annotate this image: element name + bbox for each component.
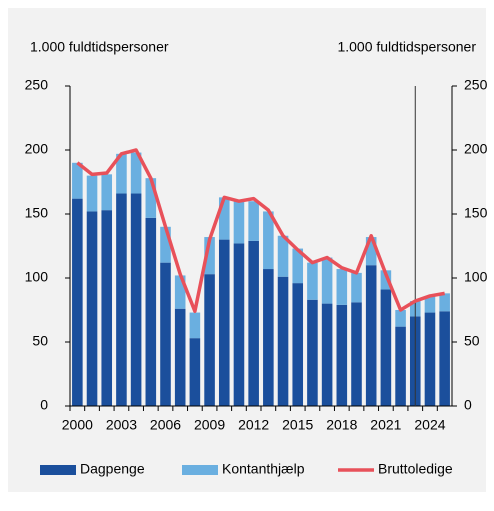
y2-tick-label: 100 <box>464 269 488 285</box>
x-tick-label: 2018 <box>326 417 357 433</box>
bar <box>439 311 450 406</box>
bar <box>351 302 362 406</box>
legend-label: Dagpenge <box>80 461 145 477</box>
bar <box>424 312 436 406</box>
y-tick-label: 250 <box>25 77 49 93</box>
bar <box>277 235 289 277</box>
bar <box>248 240 259 406</box>
bar <box>204 237 215 275</box>
bar <box>130 152 142 194</box>
bar <box>86 175 98 212</box>
y-tick-label: 50 <box>32 333 48 349</box>
legend-label: Kontanthjælp <box>222 461 305 477</box>
bar <box>145 178 157 218</box>
bar <box>72 162 83 199</box>
bar <box>365 265 377 406</box>
y2-tick-label: 0 <box>464 397 472 413</box>
bar <box>233 243 245 406</box>
y-tick-label: 0 <box>40 397 48 413</box>
bar <box>174 308 186 406</box>
bar <box>321 257 333 304</box>
x-tick-label: 2003 <box>106 417 137 433</box>
bar <box>218 239 230 406</box>
x-tick-label: 2012 <box>238 417 269 433</box>
bar <box>424 295 436 313</box>
bar <box>292 283 304 406</box>
bar <box>380 289 392 406</box>
legend-swatch <box>182 465 218 475</box>
bar <box>307 299 318 406</box>
bar <box>145 217 157 406</box>
bar <box>130 193 142 406</box>
y-tick-label: 150 <box>25 205 49 221</box>
y-tick-label: 100 <box>25 269 49 285</box>
bar <box>351 272 362 303</box>
bar <box>365 237 377 266</box>
bar <box>116 193 127 406</box>
legend-swatch <box>40 465 76 475</box>
y-tick-label: 200 <box>25 141 49 157</box>
bar <box>204 274 215 406</box>
y2-tick-label: 250 <box>464 77 488 93</box>
x-tick-label: 2006 <box>150 417 181 433</box>
x-tick-label: 2015 <box>282 417 313 433</box>
y2-tick-label: 150 <box>464 205 488 221</box>
bar <box>72 198 83 406</box>
bar <box>263 211 274 270</box>
bar <box>336 304 348 406</box>
bar <box>395 326 406 406</box>
bar <box>277 276 289 406</box>
bar <box>439 293 450 312</box>
bar <box>248 201 259 241</box>
bar <box>395 310 406 327</box>
y-axis-title: 1.000 fuldtidspersoner <box>30 39 169 55</box>
line <box>76 148 445 314</box>
x-tick-label: 2024 <box>414 417 445 433</box>
x-tick-label: 2009 <box>194 417 225 433</box>
bar <box>189 338 201 406</box>
bar <box>336 269 348 305</box>
bar <box>263 269 274 406</box>
bar <box>86 211 98 406</box>
y2-tick-label: 50 <box>464 333 480 349</box>
x-tick-label: 2021 <box>370 417 401 433</box>
bar <box>233 201 245 244</box>
bar <box>218 197 230 240</box>
y2-axis-title: 1.000 fuldtidspersoner <box>337 39 476 55</box>
bar <box>160 262 171 406</box>
bar <box>101 210 113 406</box>
bar <box>174 275 186 309</box>
bar <box>160 226 171 263</box>
bar <box>116 153 127 194</box>
legend-label: Bruttoledige <box>378 461 453 477</box>
bar <box>321 303 333 406</box>
x-tick-label: 2000 <box>62 417 93 433</box>
bar <box>307 262 318 300</box>
bar <box>380 270 392 290</box>
bar <box>101 174 113 211</box>
bar <box>292 248 304 284</box>
y2-tick-label: 200 <box>464 141 488 157</box>
bar <box>189 312 201 339</box>
